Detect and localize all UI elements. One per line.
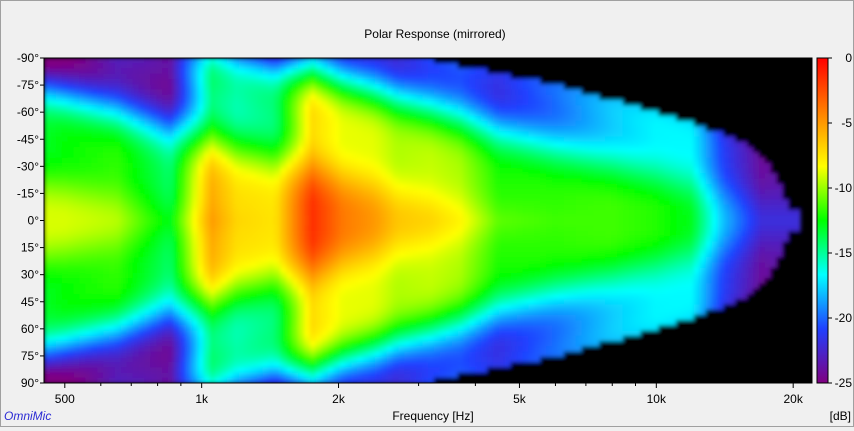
colorbar-tick-label: -10 [835,181,853,195]
y-tick-label: 30° [21,268,39,282]
y-tick-label: 0° [28,214,40,228]
colorbar-gradient [817,58,828,383]
x-tick-label: 500 [55,392,75,406]
colorbar-tick-label: -15 [835,246,853,260]
y-tick-label: 45° [21,295,39,309]
y-tick-label: -45° [17,132,39,146]
colorbar-tick-label: -25 [835,376,853,390]
x-tick-label: 20k [784,392,804,406]
y-tick-label: -60° [17,105,39,119]
y-tick-label: -90° [17,51,39,65]
y-tick-label: -30° [17,159,39,173]
colorbar-unit: [dB] [830,409,851,423]
y-tick-label: 15° [21,241,39,255]
y-tick-label: 60° [21,322,39,336]
y-tick-label: -75° [17,78,39,92]
x-axis-label: Frequency [Hz] [392,409,473,423]
x-tick-label: 1k [195,392,209,406]
x-tick-label: 10k [647,392,667,406]
x-tick-label: 2k [332,392,346,406]
colorbar-tick-label: -20 [835,311,853,325]
colorbar-tick-label: -5 [841,116,852,130]
x-axis: 500 1k 2k 5k 10k 20k [55,383,804,406]
y-tick-label: 90° [21,376,39,390]
x-tick-label: 5k [513,392,527,406]
chart-title: Polar Response (mirrored) [364,27,505,41]
y-tick-label: -15° [17,186,39,200]
y-axis: -90° -75° -60° -45° -30° -15° 0° 15° 30° 45° 60° 75… [17,51,44,390]
colorbar: 0 -5 -10 -15 -20 -25 [dB] [817,51,852,423]
brand-label: OmniMic [4,409,51,423]
colorbar-tick-label: 0 [845,51,852,65]
heatmap-plot [44,58,812,384]
y-tick-label: 75° [21,349,39,363]
